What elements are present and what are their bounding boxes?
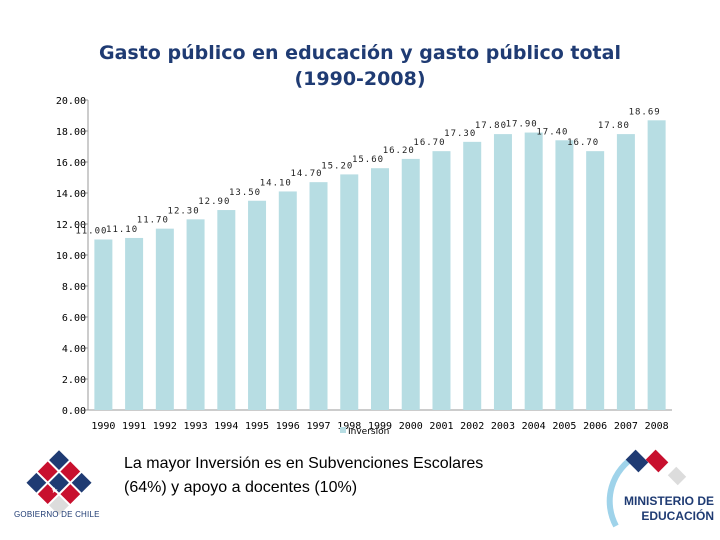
bar-1996 [278,191,297,410]
data-label-2000: 16.20 [383,146,415,156]
data-label-1992: 11.70 [137,216,169,226]
x-tick-label-2007: 2007 [614,421,638,432]
caption-line1: La mayor Inversión es en Subvenciones Es… [124,455,484,472]
y-tick-label: 14.00 [56,189,86,200]
data-label-2007: 17.80 [598,121,630,131]
chart-title-line1: Gasto público en educación y gasto públi… [99,42,621,64]
caption: La mayor Inversión es en Subvenciones Es… [124,452,564,500]
bar-1991 [125,237,144,410]
data-label-1993: 12.30 [168,206,200,216]
bar-1992 [155,228,174,410]
ministerio-line1: MINISTERIO DE [623,494,714,508]
svg-text:★: ★ [51,486,58,495]
x-tick-label-1993: 1993 [184,421,208,432]
y-tick-label: 6.00 [62,313,86,324]
x-tick-label-2004: 2004 [522,421,546,432]
bar-2004 [524,132,543,411]
y-tick-label: 16.00 [56,158,86,169]
x-tick-label-1996: 1996 [276,421,300,432]
x-tick-label-2000: 2000 [399,421,423,432]
data-label-2001: 16.70 [413,138,445,148]
data-label-2003: 17.80 [475,121,507,131]
x-tick-label-1998: 1998 [337,421,361,432]
y-tick-label: 8.00 [62,282,86,293]
data-label-2008: 18.69 [629,107,661,117]
chart-title-line2: (1990-2008) [294,68,426,90]
x-tick-label-1990: 1990 [91,421,115,432]
data-label-1999: 15.60 [352,155,384,165]
caption-line2: (64%) y apoyo a docentes (10%) [124,479,358,496]
data-label-1996: 14.10 [260,178,292,188]
y-tick-label: 12.00 [56,220,86,231]
bar-2000 [401,158,420,410]
x-tick-label-2001: 2001 [429,421,453,432]
data-label-2002: 17.30 [444,129,476,139]
legend-label: Inversión [348,426,389,437]
data-label-1998: 15.20 [321,161,353,171]
bar-1998 [340,174,359,410]
bar-2006 [586,151,605,410]
ministerio-line2: EDUCACIÓN [641,509,714,523]
x-tick-label-2002: 2002 [460,421,484,432]
x-tick-label-1999: 1999 [368,421,392,432]
bar-1999 [371,168,389,410]
data-label-1994: 12.90 [198,197,230,207]
data-label-2006: 16.70 [567,138,599,148]
data-label-1990: 11.00 [75,227,107,237]
data-label-2005: 17.40 [536,127,568,137]
x-tick-label-1991: 1991 [122,421,146,432]
bar-1990 [94,239,113,410]
data-label-2004: 17.90 [506,120,538,130]
x-tick-label-2005: 2005 [552,421,576,432]
gobierno-de-chile-logo: ★ [26,450,92,516]
data-label-1997: 14.70 [290,169,322,179]
bar-2002 [463,141,482,410]
data-label-1991: 11.10 [106,225,138,235]
bar-1993 [186,219,205,410]
bar-1994 [217,210,236,410]
chart-title: Gasto público en educación y gasto públi… [60,40,660,92]
x-tick-label-2008: 2008 [645,421,669,432]
bar-2001 [432,151,451,410]
y-tick-label: 0.00 [62,406,86,417]
legend-swatch [340,427,346,433]
x-tick-label-1997: 1997 [306,421,330,432]
gobierno-label: GOBIERNO DE CHILE [14,510,100,519]
x-tick-label-1995: 1995 [245,421,269,432]
y-tick-label: 4.00 [62,344,86,355]
x-tick-label-1992: 1992 [153,421,177,432]
x-tick-label-1994: 1994 [214,421,238,432]
bar-2007 [616,134,635,410]
y-tick-label: 10.00 [56,251,86,262]
y-tick-label: 18.00 [56,127,86,138]
x-tick-label-2006: 2006 [583,421,607,432]
y-tick-label: 20.00 [56,96,86,107]
x-tick-label-2003: 2003 [491,421,515,432]
y-tick-label: 2.00 [62,375,86,386]
data-label-1995: 13.50 [229,188,261,198]
bar-1997 [309,182,328,410]
bar-2008 [647,120,666,411]
bar-2003 [493,134,512,410]
ministerio-logo [606,449,687,528]
bar-2005 [555,140,574,411]
bar-1995 [248,200,267,410]
